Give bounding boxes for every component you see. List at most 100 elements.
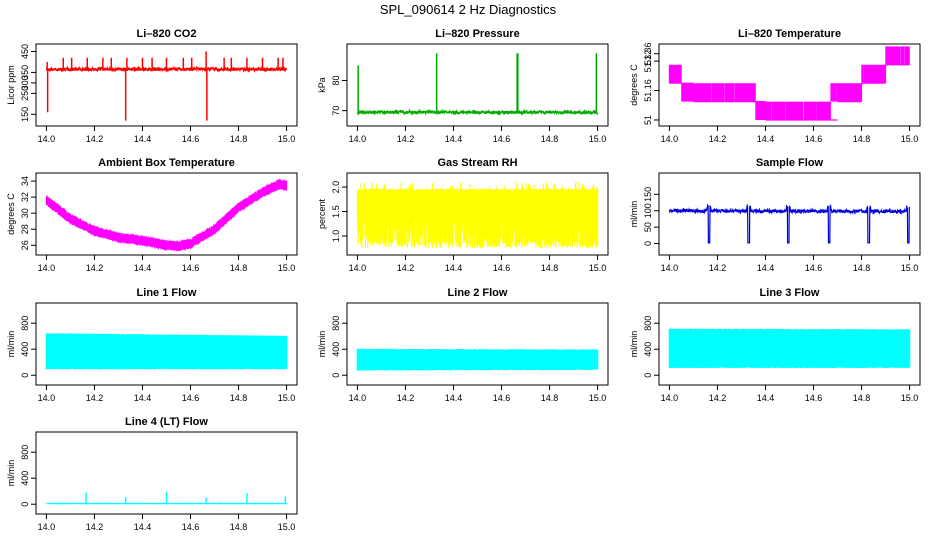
x-tick-label: 15.0 [278,134,296,144]
x-tick-label: 14.4 [134,134,152,144]
plot-frame [346,172,609,256]
x-tick-label: 14.0 [38,134,56,144]
y-tick-label: 80 [331,75,341,85]
y-tick-label: 51.36 [643,42,653,65]
series-li820-temperature [668,46,910,121]
y-tick-label: 100 [643,203,653,218]
x-tick-label: 14.2 [86,263,104,273]
x-tick-label: 15.0 [901,393,919,403]
x-tick-label: 14.6 [805,393,823,403]
panel-title: Line 2 Flow [448,287,508,299]
x-tick-label: 14.8 [541,393,559,403]
series-area [668,46,910,121]
series-area [45,333,288,370]
x-tick-label: 15.0 [901,263,919,273]
x-tick-label: 14.6 [493,263,511,273]
y-axis-label: ml/min [629,331,639,358]
x-tick-label: 14.8 [230,134,248,144]
y-tick-label: 350 [20,65,30,80]
y-tick-label: 0 [643,241,653,246]
y-axis-label: degrees C [629,64,639,106]
x-tick-label: 14.2 [86,393,104,403]
y-tick-label: 1.0 [331,230,341,243]
series-sample-flow [668,203,911,244]
x-tick-label: 14.2 [709,263,727,273]
x-tick-label: 14.2 [86,134,104,144]
y-axis-label: kPa [317,77,327,93]
plot-frame [658,172,921,256]
panel-line-1-flow: Line 1 Flow 14.0 14.2 14.4 14.6 14.8 15.0 0 400 8… [6,287,298,403]
x-tick-label: 14.6 [493,134,511,144]
y-tick-label: 400 [331,342,341,357]
panel-ambient-box-temperature: Ambient Box Temperature 14.0 14.2 14.4 14.6 1… [6,157,298,273]
panel-sample-flow: Sample Flow 14.0 14.2 14.4 14.6 14.8 15.0 0 50 10… [629,157,921,273]
x-tick-label: 14.4 [134,263,152,273]
x-tick-label: 14.4 [445,134,463,144]
series-gas-stream-rh [356,182,599,249]
y-tick-label: 300 [20,75,30,90]
y-tick-label: 0 [331,373,341,378]
x-tick-label: 14.4 [134,522,152,532]
y-axis-label: ml/min [629,201,639,228]
y-tick-label: 28 [20,224,30,234]
plot-frame [35,172,298,256]
x-tick-label: 14.4 [757,263,775,273]
series-line-3-flow [668,328,911,369]
x-tick-label: 14.4 [445,263,463,273]
panel-title: Li–820 CO2 [137,28,197,40]
y-axis-label: ml/min [317,331,327,358]
panel-li820-temperature: Li–820 Temperature 14.0 14.2 14.4 14.6 14.8 15… [629,28,921,144]
x-tick-label: 14.2 [397,393,415,403]
series-line [668,203,911,244]
series-band [45,178,288,252]
y-tick-label: 150 [20,107,30,122]
y-tick-label: 34 [20,176,30,186]
x-tick-label: 14.0 [661,134,679,144]
panel-grid: Li–820 CO2 14.0 14.2 14.4 14.6 14.8 15.0 150 250… [6,28,921,532]
x-tick-label: 15.0 [589,263,607,273]
series-ambient-box-temperature [45,178,288,252]
x-tick-label: 14.2 [86,522,104,532]
panel-title: Li–820 Temperature [738,28,841,40]
x-tick-label: 14.8 [853,134,871,144]
y-tick-label: 51 [643,115,653,125]
x-tick-label: 14.8 [853,393,871,403]
plot-frame [35,43,298,127]
series-area [356,182,599,249]
y-axis-label: percent [317,198,327,229]
x-tick-label: 14.0 [661,393,679,403]
x-tick-label: 15.0 [589,134,607,144]
series-line [356,108,599,117]
x-tick-label: 14.2 [397,134,415,144]
y-tick-label: 250 [20,86,30,101]
plot-frame [658,43,921,127]
series-li820-co2 [45,51,288,121]
y-axis-label: ml/min [6,331,16,358]
x-tick-label: 14.8 [230,522,248,532]
x-tick-label: 14.6 [182,393,200,403]
panel-title: Line 1 Flow [137,287,197,299]
y-tick-label: 32 [20,192,30,202]
x-tick-label: 14.8 [853,263,871,273]
figure-title: SPL_090614 2 Hz Diagnostics [380,2,557,17]
y-tick-label: 800 [20,316,30,331]
y-tick-label: 70 [331,106,341,116]
x-tick-label: 14.0 [349,393,367,403]
series-line-2-flow [356,348,599,371]
y-tick-label: 150 [643,187,653,202]
panel-li820-pressure: Li–820 Pressure 14.0 14.2 14.4 14.6 14.8 15.0 7… [317,28,609,144]
x-tick-label: 14.0 [661,263,679,273]
x-tick-label: 14.0 [349,134,367,144]
series-area [668,328,911,369]
y-tick-label: 1.5 [331,205,341,218]
x-tick-label: 14.2 [709,393,727,403]
panel-title: Ambient Box Temperature [98,157,235,169]
x-tick-label: 15.0 [278,263,296,273]
y-tick-label: 400 [20,342,30,357]
panel-line-3-flow: Line 3 Flow 14.0 14.2 14.4 14.6 14.8 15.0 0 400 8… [629,287,921,403]
y-tick-label: 800 [331,316,341,331]
y-tick-label: 30 [20,208,30,218]
x-tick-label: 14.8 [541,263,559,273]
x-tick-label: 14.2 [397,263,415,273]
panel-title: Li–820 Pressure [435,28,519,40]
